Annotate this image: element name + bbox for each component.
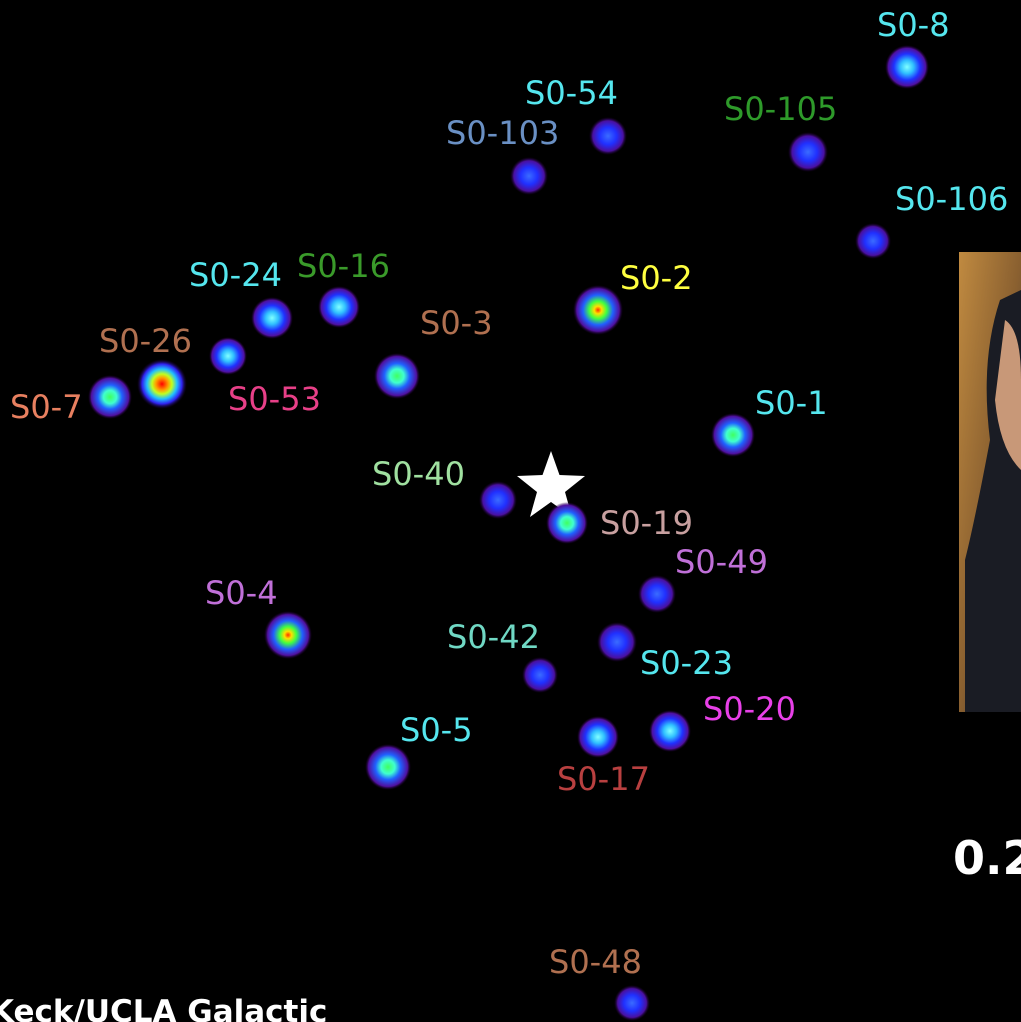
star-label: S0-48 — [549, 943, 642, 981]
star — [614, 985, 650, 1021]
scale-label: 0.2 — [953, 831, 1021, 885]
star — [374, 353, 420, 399]
star — [649, 710, 691, 752]
star — [855, 223, 891, 259]
star — [589, 117, 627, 155]
star-label: S0-42 — [447, 618, 540, 656]
star-label: S0-3 — [420, 304, 493, 342]
star — [251, 297, 293, 339]
black-hole-marker — [517, 451, 585, 517]
star-label: S0-106 — [895, 180, 1008, 218]
star-label: S0-26 — [99, 322, 192, 360]
photo-inset — [959, 252, 1021, 712]
star — [209, 337, 247, 375]
star — [885, 45, 929, 89]
star — [577, 716, 619, 758]
star-label: S0-24 — [189, 256, 282, 294]
star-label: S0-4 — [205, 574, 278, 612]
star — [573, 285, 623, 335]
star — [788, 132, 828, 172]
star — [365, 744, 411, 790]
star — [522, 657, 558, 693]
star-label: S0-20 — [703, 690, 796, 728]
star-label: S0-1 — [755, 384, 828, 422]
star-label: S0-17 — [557, 760, 650, 798]
star — [479, 481, 517, 519]
star-label: S0-7 — [10, 388, 83, 426]
star — [318, 286, 360, 328]
star — [546, 502, 588, 544]
star-field: S0-8 S0-54 S0-105 S0-103 S0-106 S0-24 S0-16 S0-… — [10, 6, 1008, 1021]
star-label: S0-8 — [877, 6, 950, 44]
star — [88, 375, 132, 419]
star-label: S0-53 — [228, 380, 321, 418]
star — [638, 575, 676, 613]
star — [711, 413, 755, 457]
star-label: S0-23 — [640, 644, 733, 682]
star-label: S0-49 — [675, 543, 768, 581]
star-label: S0-54 — [525, 74, 618, 112]
star — [597, 622, 637, 662]
star-label: S0-105 — [724, 90, 837, 128]
star-label: S0-5 — [400, 711, 473, 749]
star — [264, 611, 312, 659]
star-label: S0-103 — [446, 114, 559, 152]
star-label: S0-19 — [600, 504, 693, 542]
star-label: S0-16 — [297, 247, 390, 285]
credit: Keck/UCLA Galactic — [0, 994, 327, 1022]
star — [137, 359, 187, 409]
star — [510, 157, 548, 195]
star-label: S0-40 — [372, 455, 465, 493]
star-label: S0-2 — [620, 259, 693, 297]
